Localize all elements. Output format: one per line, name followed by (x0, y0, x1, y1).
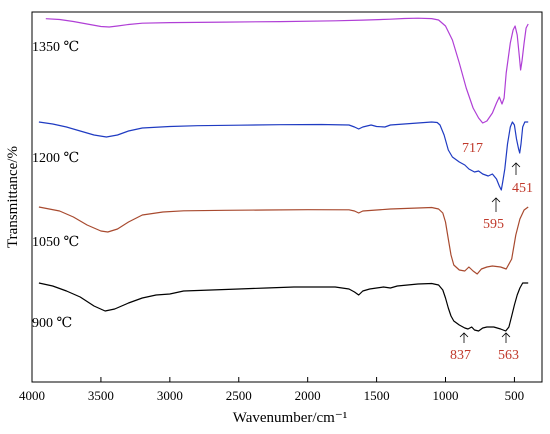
series-line-0 (45, 17, 529, 124)
x-tick-label: 3500 (88, 388, 114, 403)
series-label-1200: 1200 ℃ (32, 151, 79, 166)
peak-arrows (459, 162, 521, 343)
x-axis-ticks: 4000 3500 3000 2500 2000 1500 1000 500 (19, 377, 524, 403)
arrow-837 (459, 332, 469, 343)
x-tick-label: 1000 (433, 388, 459, 403)
peak-label-563: 563 (498, 348, 519, 363)
arrow-563 (501, 332, 511, 343)
arrow-595 (491, 197, 501, 212)
series-line-1 (38, 121, 529, 191)
x-tick-label: 3000 (157, 388, 183, 403)
x-tick-label: 2000 (295, 388, 321, 403)
series-line-2 (38, 206, 529, 275)
series-label-900: 900 ℃ (32, 316, 72, 331)
y-axis-title: Transmittance/% (5, 146, 21, 248)
x-tick-label: 2500 (226, 388, 252, 403)
peak-label-595: 595 (483, 217, 504, 232)
x-tick-label: 1500 (364, 388, 390, 403)
peak-label-451: 451 (512, 181, 533, 196)
peak-label-717: 717 (462, 141, 483, 156)
series-line-3 (38, 282, 529, 332)
series-label-1050: 1050 ℃ (32, 235, 79, 250)
series-lines (38, 17, 529, 332)
x-tick-label: 4000 (19, 388, 45, 403)
x-tick-label: 500 (505, 388, 525, 403)
arrow-451 (511, 162, 521, 175)
x-axis-title: Wavenumber/cm⁻¹ (233, 410, 348, 426)
plot-frame (31, 11, 543, 383)
series-label-1350: 1350 ℃ (32, 40, 79, 55)
peak-label-837: 837 (450, 348, 471, 363)
